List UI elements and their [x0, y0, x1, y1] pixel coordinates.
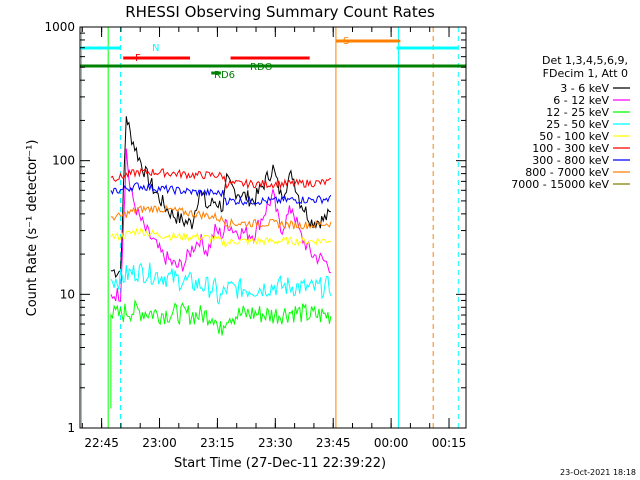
- y-axis-label: Count Rate (s⁻¹ detector⁻¹): [25, 140, 40, 317]
- flag-label-rd6: RD6: [214, 70, 235, 81]
- legend-label-0: 3 - 6 keV: [560, 82, 609, 95]
- axis-ticks: 22:45 23:00 23:15 23:30 23:45 00:00 00:15 1 10 10…: [44, 20, 466, 450]
- series-line-6-12-kev: [110, 148, 332, 302]
- flag-label-s: S: [343, 36, 349, 47]
- legend-header-1: FDecim 1, Att 0: [543, 67, 628, 80]
- x-tick-label-4: 23:45: [316, 436, 351, 450]
- flag-bars: NF S RD6 RDO: [80, 36, 466, 81]
- series-line-50-100-kev: [110, 227, 332, 248]
- y-tick-label-0: 1: [67, 421, 75, 435]
- series-lines: [110, 116, 332, 409]
- flag-label-rdo: RDO: [250, 62, 273, 73]
- flag-label-n: N: [152, 43, 159, 54]
- y-tick-label-2: 100: [52, 154, 75, 168]
- footer-date: 23-Oct-2021 18:18: [560, 468, 636, 477]
- marker-lines: [81, 27, 459, 428]
- series-line-300-800-kev: [110, 182, 332, 206]
- series-line-12-25-kev: [110, 298, 332, 409]
- legend-label-2: 12 - 25 keV: [546, 106, 609, 119]
- x-axis-label: Start Time (27-Dec-11 22:39:22): [174, 456, 386, 471]
- x-tick-label-1: 23:00: [142, 436, 177, 450]
- legend-label-8: 7000 - 15000 keV: [511, 178, 609, 191]
- legend: Det 1,3,4,5,6,9,FDecim 1, Att 0 3 - 6 keV…: [511, 54, 630, 191]
- legend-label-1: 6 - 12 keV: [553, 94, 609, 107]
- series-line-100-300-kev: [110, 167, 332, 190]
- legend-label-4: 50 - 100 keV: [539, 130, 609, 143]
- legend-label-7: 800 - 7000 keV: [525, 166, 609, 179]
- x-tick-label-2: 23:15: [200, 436, 235, 450]
- chart-title: RHESSI Observing Summary Count Rates: [125, 3, 435, 21]
- legend-label-5: 100 - 300 keV: [532, 142, 609, 155]
- plot-frame: [79, 26, 467, 429]
- x-tick-label-0: 22:45: [84, 436, 119, 450]
- series-line-3-6-kev: [110, 116, 331, 279]
- series-line-800-7000-kev: [110, 204, 332, 230]
- x-tick-label-3: 23:30: [258, 436, 293, 450]
- legend-label-3: 25 - 50 keV: [546, 118, 609, 131]
- legend-header-0: Det 1,3,4,5,6,9,: [542, 54, 628, 67]
- x-tick-label-5: 00:00: [374, 436, 409, 450]
- series-line-25-50-kev: [110, 262, 332, 305]
- flag-label-f: F: [135, 53, 141, 64]
- x-tick-label-6: 00:15: [432, 436, 467, 450]
- y-tick-label-1: 10: [60, 287, 75, 301]
- legend-label-6: 300 - 800 keV: [532, 154, 609, 167]
- y-tick-label-3: 1000: [44, 20, 75, 34]
